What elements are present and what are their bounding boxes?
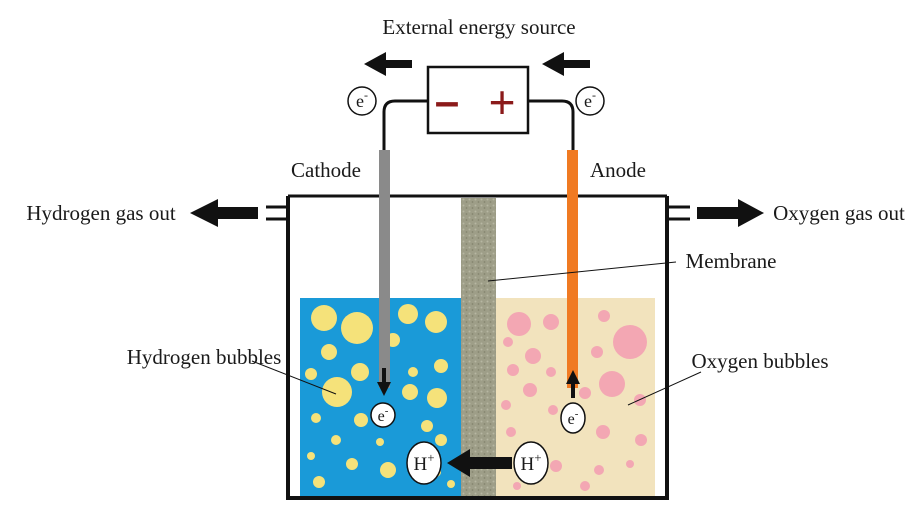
hydrogen-gas-out-label: Hydrogen gas out	[26, 201, 175, 225]
cathode-label: Cathode	[291, 158, 361, 182]
anode-wire	[528, 99, 575, 150]
arrow-left-hydrogen-icon	[190, 199, 258, 227]
hydrogen-bubble	[346, 458, 358, 470]
arrow-left-top-icon	[364, 52, 412, 76]
hydrogen-bubble	[311, 305, 337, 331]
membrane-leader-line	[487, 261, 677, 282]
oxygen-bubbles-label: Oxygen bubbles	[691, 349, 828, 373]
arrow-right-oxygen-icon	[697, 199, 764, 227]
anode-electrode	[567, 150, 578, 388]
hydrogen-bubble	[321, 344, 337, 360]
tank-outline	[286, 196, 669, 500]
oxygen-bubble	[507, 312, 531, 336]
oxygen-bubble	[580, 481, 590, 491]
oxygen-gas-out-label: Oxygen gas out	[773, 201, 905, 225]
hydrogen-bubbles-leader-line	[251, 360, 337, 395]
hydrogen-bubble	[305, 368, 317, 380]
electron-label-anode: e-	[568, 408, 579, 428]
oxygen-bubble	[523, 383, 537, 397]
proton-circle-right	[513, 441, 549, 485]
hydrogen-bubble	[402, 384, 418, 400]
hydrogen-bubble	[351, 363, 369, 381]
hydrogen-bubble	[447, 480, 455, 488]
hydrogen-bubble	[313, 476, 325, 488]
hydrogen-bubbles-label: Hydrogen bubbles	[127, 345, 282, 369]
proton-circle-left	[406, 441, 442, 485]
electron-circle-left	[347, 86, 377, 116]
electron-label-right: e-	[584, 88, 596, 111]
anode-label: Anode	[590, 158, 646, 182]
membrane-label: Membrane	[686, 249, 777, 273]
arrow-left-proton-icon	[447, 449, 512, 477]
hydrogen-bubble	[322, 377, 352, 407]
oxygen-bubble	[596, 425, 610, 439]
hydrogen-bubble	[427, 388, 447, 408]
hydrogen-bubble	[434, 359, 448, 373]
oxygen-bubble	[594, 465, 604, 475]
hydrogen-bubble	[435, 434, 447, 446]
membrane-strip	[461, 198, 496, 497]
oxygen-bubble	[591, 346, 603, 358]
source-plus-sign: +	[489, 76, 516, 128]
oxygen-bubble	[507, 364, 519, 376]
oxygen-bubble	[548, 405, 558, 415]
electron-label-left: e-	[356, 88, 368, 111]
electron-label-cathode: e-	[378, 405, 389, 425]
oxygen-bubble	[550, 460, 562, 472]
hydrogen-bubble	[380, 462, 396, 478]
hydrogen-bubble	[376, 438, 384, 446]
hydrogen-bubble	[311, 413, 321, 423]
electron-circle-anode	[560, 402, 586, 434]
oxygen-bubbles-leader-line	[627, 371, 702, 406]
hydrogen-bubble	[331, 435, 341, 445]
oxygen-bubble	[599, 371, 625, 397]
arrow-down-cathode-icon	[377, 368, 391, 396]
oxygen-bubble	[546, 367, 556, 377]
proton-label-left: H+	[413, 450, 434, 475]
oxygen-bubble	[503, 337, 513, 347]
hydrogen-bubbles-group	[305, 304, 455, 488]
arrow-left-top-right-icon	[542, 52, 590, 76]
hydrogen-bubble	[398, 304, 418, 324]
oxygen-bubble	[579, 387, 591, 399]
oxygen-bubble	[525, 348, 541, 364]
hydrogen-bubble	[408, 367, 418, 377]
hydrogen-bubble	[341, 312, 373, 344]
oxygen-bubble	[613, 325, 647, 359]
hydrogen-bubble	[425, 311, 447, 333]
oxygen-bubble	[501, 400, 511, 410]
source-minus-sign: –	[435, 77, 459, 126]
electron-circle-right	[575, 86, 605, 116]
proton-label-right: H+	[520, 450, 541, 475]
energy-source-box	[426, 65, 530, 135]
oxygen-bubbles-group	[501, 310, 647, 491]
arrow-up-anode-icon	[566, 370, 580, 398]
oxygen-bubble	[506, 427, 516, 437]
oxygen-bubble	[513, 482, 521, 490]
hydrogen-bubble	[354, 413, 368, 427]
electron-circle-cathode	[370, 402, 396, 428]
hydrogen-bubble	[421, 420, 433, 432]
oxygen-bubble	[635, 434, 647, 446]
source-label: External energy source	[382, 15, 575, 39]
oxygen-bubble	[598, 310, 610, 322]
oxygen-bubble	[543, 314, 559, 330]
hydrogen-bubble	[307, 452, 315, 460]
cathode-electrode	[379, 150, 390, 388]
oxygen-bubble	[626, 460, 634, 468]
cathode-wire	[382, 99, 428, 150]
